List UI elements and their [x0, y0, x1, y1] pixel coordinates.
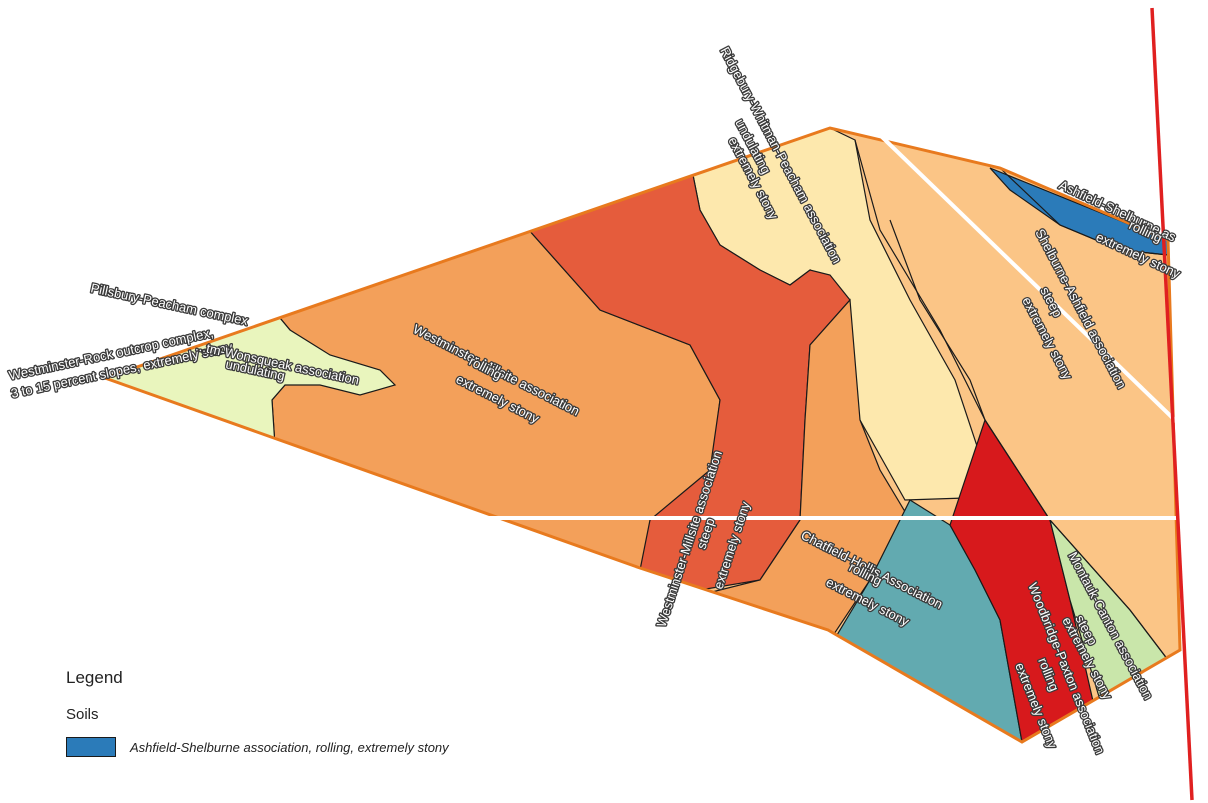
- soil-unit-pillsbury-peacham[interactable]: [105, 299, 397, 447]
- legend-title: Legend: [66, 668, 123, 687]
- legend-item-label: Ashfield-Shelburne association, rolling,…: [130, 739, 449, 755]
- legend-item[interactable]: Ashfield-Shelburne association, rolling,…: [66, 737, 449, 757]
- label-pillsbury: Pillsbury-Peacham complex: [89, 280, 249, 328]
- legend: Legend Soils Ashfield-Shelburne associat…: [66, 668, 449, 757]
- soil-boundary-inner-west: [889, 219, 986, 421]
- town-boundary-line: [1150, 7, 1194, 801]
- legend-group-soils: Soils: [66, 706, 99, 723]
- legend-swatch: [66, 737, 116, 757]
- soil-boundary-inner-east: [999, 167, 1169, 256]
- road-diagonal: [878, 133, 1182, 427]
